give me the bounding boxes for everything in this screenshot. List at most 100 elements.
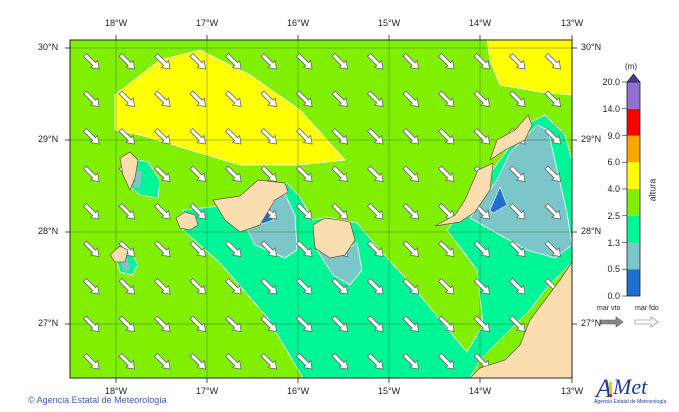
wave-arrow-icon [437,277,455,295]
wave-arrow-icon [118,315,136,333]
wave-arrow-icon [224,127,242,145]
wave-arrow-icon [295,352,313,370]
wave-arrow-icon [118,352,136,370]
lat-label-right: 29°N [581,134,602,144]
wave-arrow-icon [331,52,349,70]
swell-arrow-icon [634,316,659,328]
legend-swatch [627,215,640,243]
legend-swatch [627,82,640,109]
legend-key-wind-sea: mar vto [597,305,621,312]
legend-key-swell: mar fdo [635,305,659,312]
lat-label-left: 28°N [38,226,59,236]
island-la-gomera [175,211,199,231]
land [109,114,573,379]
wave-arrow-icon [473,315,491,333]
wave-arrow-icon [224,165,242,183]
axis-ticks [65,35,577,383]
wave-arrow-icon [437,90,455,108]
wave-arrow-icon [224,315,242,333]
lat-label-right: 28°N [581,226,602,236]
wave-arrow-icon [260,277,278,295]
wave-arrow-icon [544,240,562,258]
wave-arrow-icon [189,240,207,258]
lat-label-left: 30°N [38,42,59,52]
legend-level-label: 6.0 [607,157,620,168]
wave-arrow-icon [331,277,349,295]
wave-arrow-icon [82,52,100,70]
wave-arrow-icon [260,90,278,108]
wave-arrow-icon [544,90,562,108]
wave-arrow-icon [544,52,562,70]
wave-arrow-icon [402,352,420,370]
wave-arrow-icon [437,240,455,258]
legend-swatch [627,108,640,136]
wave-arrow-icon [402,240,420,258]
wave-arrow-icon [82,90,100,108]
wave-arrow-icon [260,127,278,145]
wave-arrow-icon [366,90,384,108]
wave-arrow-icon [189,90,207,108]
wave-arrow-icon [366,52,384,70]
wave-arrow-icon [437,315,455,333]
wave-arrow-icon [82,240,100,258]
lat-label-right: 30°N [581,42,602,52]
wave-arrow-icon [153,240,171,258]
wave-arrow-icon [153,202,171,220]
wave-arrow-icon [82,202,100,220]
wave-arrow-icon [260,315,278,333]
wave-arrow-icon [366,277,384,295]
wave-arrow-icon [473,240,491,258]
wave-arrow-icon [402,165,420,183]
wave-arrow-icon [508,202,526,220]
legend-level-label: 0.5 [607,264,620,275]
wave-arrow-icon [402,202,420,220]
lat-label-left: 29°N [38,134,59,144]
yellow-zone-west [114,49,346,166]
wave-arrow-icon [260,52,278,70]
legend-swatch [627,135,640,163]
logo-accent-red [609,394,612,397]
lon-label-top: 18°W [105,18,128,28]
wave-arrow-icon [402,52,420,70]
wave-arrow-icon [295,240,313,258]
wave-arrow-icon [153,165,171,183]
aemet-logo: A Met [594,374,648,403]
island-lanzarote [489,114,533,161]
logo-text-rest: Met [612,374,648,399]
wave-arrow-icon [437,352,455,370]
legend-overflow-triangle [626,73,641,83]
legend-unit: (m) [625,62,637,71]
wave-arrow-icon [508,52,526,70]
lon-label-top: 14°W [469,18,492,28]
wave-arrow-icon [544,165,562,183]
wave-arrow-icon [508,277,526,295]
lon-label-bottom: 15°W [378,386,401,396]
wave-arrow-icon [508,240,526,258]
copyright-text: © Agencia Estatal de Meteorología [28,395,167,405]
wave-arrow-icon [366,127,384,145]
legend-level-label: 9.0 [607,130,620,141]
wave-arrow-icon [295,52,313,70]
wave-arrow-icon [224,277,242,295]
legend-level-label: 20.0 [602,77,620,87]
wave-arrow-icon [224,90,242,108]
wave-arrow-icon [402,315,420,333]
wave-arrow-icon [366,202,384,220]
wave-arrow-icon [366,352,384,370]
map-field [70,39,573,379]
wave-arrow-icon [402,127,420,145]
wave-arrow-icon [402,277,420,295]
logo-subtitle: Agencia Estatal de Meteorología [594,399,667,405]
lat-label-left: 27°N [38,318,59,328]
wave-arrow-icon [437,165,455,183]
legend-level-label: 1.3 [607,237,620,248]
wave-arrow-icon [189,202,207,220]
legend-swatch [627,162,640,189]
legend-level-label: 4.0 [607,184,620,194]
wave-arrow-icon [331,127,349,145]
wave-arrow-icon [295,202,313,220]
legend-arrow-keys [599,316,659,328]
lon-label-bottom: 18°W [105,386,128,396]
wave-arrow-icon [295,277,313,295]
wave-arrow-icon [118,52,136,70]
